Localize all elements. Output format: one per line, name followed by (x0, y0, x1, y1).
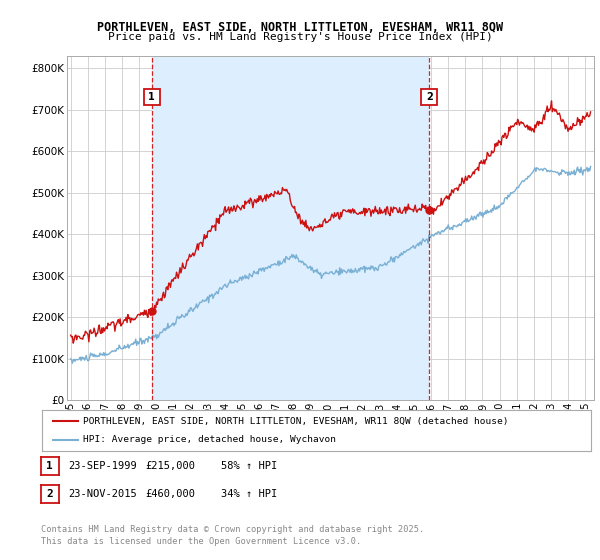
Text: Contains HM Land Registry data © Crown copyright and database right 2025.
This d: Contains HM Land Registry data © Crown c… (41, 525, 424, 546)
Text: HPI: Average price, detached house, Wychavon: HPI: Average price, detached house, Wych… (83, 436, 336, 445)
Text: 34% ↑ HPI: 34% ↑ HPI (221, 489, 277, 499)
Text: £460,000: £460,000 (146, 489, 196, 499)
Text: 23-NOV-2015: 23-NOV-2015 (68, 489, 137, 499)
Text: £215,000: £215,000 (146, 461, 196, 471)
Text: 2: 2 (46, 489, 53, 499)
Text: 1: 1 (46, 461, 53, 471)
Text: 23-SEP-1999: 23-SEP-1999 (68, 461, 137, 471)
Bar (152, 56, 429, 400)
Text: 58% ↑ HPI: 58% ↑ HPI (221, 461, 277, 471)
Text: PORTHLEVEN, EAST SIDE, NORTH LITTLETON, EVESHAM, WR11 8QW: PORTHLEVEN, EAST SIDE, NORTH LITTLETON, … (97, 21, 503, 34)
Text: Price paid vs. HM Land Registry's House Price Index (HPI): Price paid vs. HM Land Registry's House … (107, 32, 493, 43)
Text: PORTHLEVEN, EAST SIDE, NORTH LITTLETON, EVESHAM, WR11 8QW (detached house): PORTHLEVEN, EAST SIDE, NORTH LITTLETON, … (83, 417, 509, 426)
Text: 2: 2 (426, 92, 433, 102)
Text: 1: 1 (148, 92, 155, 102)
